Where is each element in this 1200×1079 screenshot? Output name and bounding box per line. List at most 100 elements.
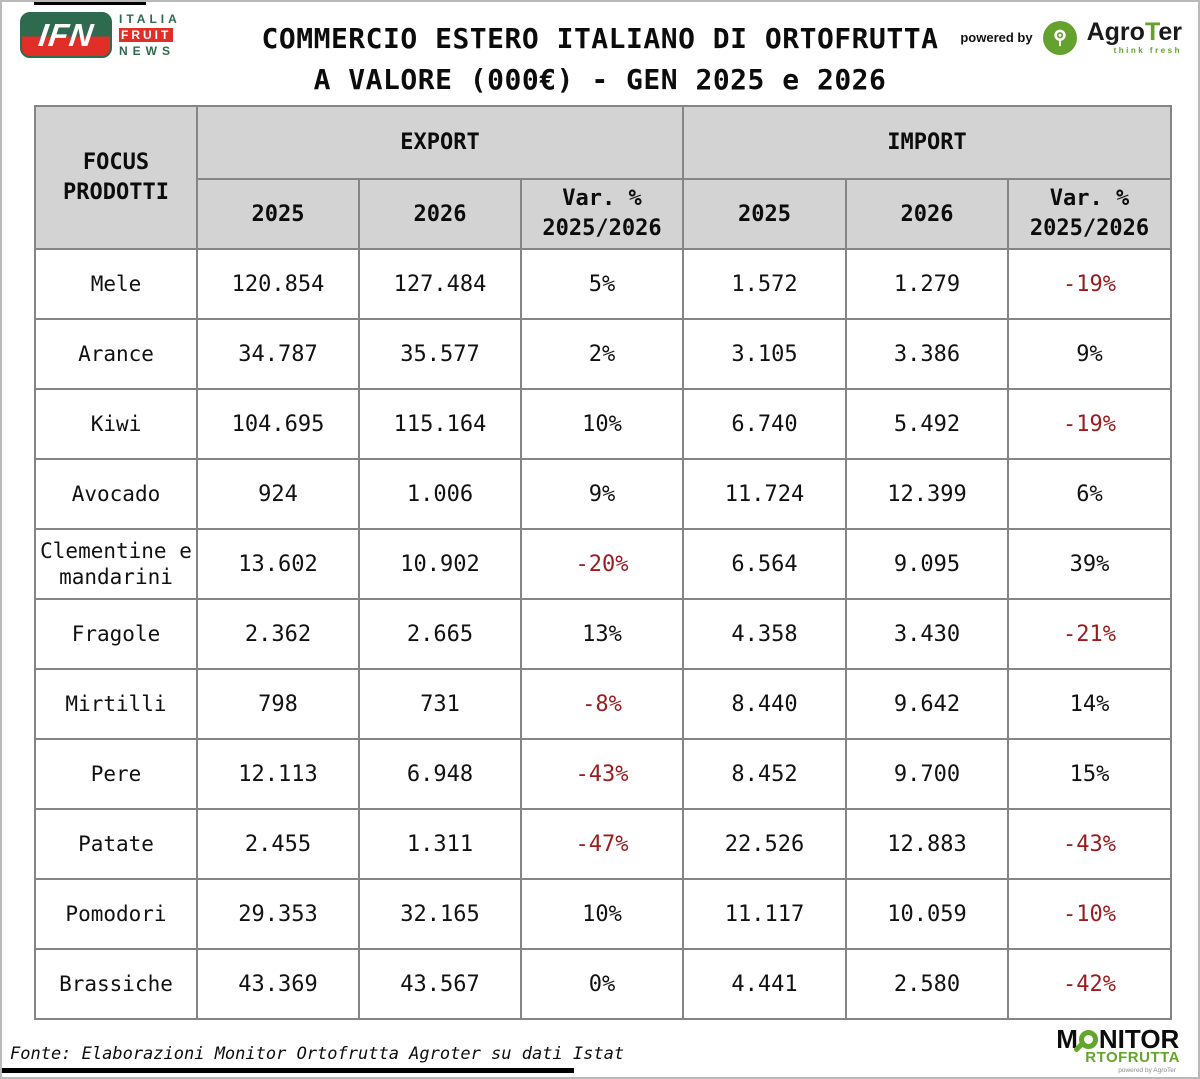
- table-row: Fragole 2.362 2.665 13% 4.358 3.430 -21%: [34, 598, 1173, 670]
- source-note: Fonte: Elaborazioni Monitor Ortofrutta A…: [10, 1044, 625, 1064]
- value-cell: -8%: [519, 668, 685, 740]
- table-row: Clementine e mandarini 13.602 10.902 -20…: [34, 528, 1173, 600]
- group-header-row: FOCUS PRODOTTI EXPORT IMPORT: [34, 105, 1173, 250]
- table-row: Brassiche 43.369 43.567 0% 4.441 2.580 -…: [34, 948, 1173, 1020]
- monitor-line2: RTOFRUTTA: [1085, 1049, 1180, 1066]
- value-cell: 731: [358, 668, 522, 740]
- value-cell: 14%: [1007, 668, 1173, 740]
- product-cell: Kiwi: [34, 388, 198, 460]
- value-cell: 3.105: [682, 318, 848, 390]
- value-cell: -43%: [519, 738, 685, 810]
- monitor-powered-by: powered by AgroTer: [1118, 1067, 1177, 1074]
- product-cell: Avocado: [34, 458, 198, 530]
- title-line-1: COMMERCIO ESTERO ITALIANO DI ORTOFRUTTA: [261, 22, 939, 55]
- value-cell: 10.902: [358, 528, 522, 600]
- agroter-tree-icon: [1042, 20, 1077, 55]
- product-cell: Mirtilli: [34, 668, 198, 740]
- ifn-italia-label: ITALIA: [119, 12, 181, 26]
- value-cell: 8.440: [682, 668, 848, 740]
- agroter-name-part3: er: [1158, 18, 1182, 46]
- monitor-line1-pre: M: [1056, 1024, 1078, 1054]
- product-cell: Brassiche: [34, 948, 198, 1020]
- page-title: COMMERCIO ESTERO ITALIANO DI ORTOFRUTTA …: [172, 18, 1028, 100]
- value-cell: 6.948: [358, 738, 522, 810]
- value-cell: 9.095: [845, 528, 1010, 600]
- table-row: Patate 2.455 1.311 -47% 22.526 12.883 -4…: [34, 808, 1173, 880]
- ifn-badge: IFN: [20, 12, 112, 58]
- sub-header-row: 2025 2026 Var. % 2025/2026 2025 2026 Var…: [35, 178, 1173, 250]
- value-cell: 10%: [519, 388, 685, 460]
- product-cell: Patate: [34, 808, 198, 880]
- value-cell: 1.572: [682, 248, 848, 320]
- table-row: Avocado 924 1.006 9% 11.724 12.399 6%: [34, 458, 1173, 530]
- product-cell: Pere: [34, 738, 198, 810]
- table-row: Mele 120.854 127.484 5% 1.572 1.279 -19%: [34, 248, 1173, 320]
- value-cell: 10%: [519, 878, 685, 950]
- value-cell: 6%: [1007, 458, 1173, 530]
- ifn-wordmark: ITALIA FRUIT NEWS: [119, 12, 181, 58]
- value-cell: 1.006: [358, 458, 522, 530]
- export-2026-header: 2026: [358, 178, 522, 250]
- ifn-fruit-label: FRUIT: [119, 28, 174, 42]
- product-cell: Clementine e mandarini: [34, 528, 198, 600]
- value-cell: -19%: [1007, 388, 1173, 460]
- value-cell: -42%: [1007, 948, 1173, 1020]
- value-cell: -43%: [1007, 808, 1173, 880]
- value-cell: 9.700: [845, 738, 1010, 810]
- value-cell: 115.164: [358, 388, 522, 460]
- value-cell: 2.580: [845, 948, 1010, 1020]
- value-cell: 3.430: [845, 598, 1010, 670]
- value-cell: 5.492: [845, 388, 1010, 460]
- value-cell: 9%: [519, 458, 685, 530]
- value-cell: 10.059: [845, 878, 1010, 950]
- value-cell: 39%: [1007, 528, 1173, 600]
- value-cell: 32.165: [358, 878, 522, 950]
- value-cell: -19%: [1007, 248, 1173, 320]
- value-cell: 0%: [519, 948, 685, 1020]
- value-cell: 6.740: [682, 388, 848, 460]
- value-cell: 12.399: [845, 458, 1010, 530]
- value-cell: 924: [196, 458, 360, 530]
- table-row: Mirtilli 798 731 -8% 8.440 9.642 14%: [34, 668, 1173, 740]
- import-2025-header: 2025: [682, 178, 848, 250]
- value-cell: 35.577: [358, 318, 522, 390]
- powered-by-label: powered by: [960, 30, 1033, 45]
- value-cell: 9.642: [845, 668, 1010, 740]
- value-cell: 6.564: [682, 528, 848, 600]
- value-cell: 43.369: [196, 948, 360, 1020]
- ifn-logo: IFN ITALIA FRUIT NEWS: [20, 12, 181, 58]
- trade-table: FOCUS PRODOTTI EXPORT IMPORT 2025 2026 V…: [34, 105, 1173, 1020]
- agroter-name-part2: T: [1144, 18, 1159, 46]
- product-cell: Fragole: [34, 598, 198, 670]
- value-cell: 4.441: [682, 948, 848, 1020]
- value-cell: 29.353: [196, 878, 360, 950]
- table-row: Pomodori 29.353 32.165 10% 11.117 10.059…: [34, 878, 1173, 950]
- value-cell: 8.452: [682, 738, 848, 810]
- product-cell: Pomodori: [34, 878, 198, 950]
- value-cell: -21%: [1007, 598, 1173, 670]
- value-cell: -10%: [1007, 878, 1173, 950]
- value-cell: 22.526: [682, 808, 848, 880]
- value-cell: 798: [196, 668, 360, 740]
- value-cell: 43.567: [358, 948, 522, 1020]
- value-cell: 3.386: [845, 318, 1010, 390]
- value-cell: 5%: [519, 248, 685, 320]
- ifn-news-label: NEWS: [119, 44, 175, 58]
- agroter-tagline: think fresh: [1113, 46, 1182, 55]
- value-cell: 9%: [1007, 318, 1173, 390]
- value-cell: 13.602: [196, 528, 360, 600]
- import-2026-header: 2026: [845, 178, 1010, 250]
- value-cell: 11.724: [682, 458, 848, 530]
- value-cell: 1.279: [845, 248, 1010, 320]
- ifn-acronym: IFN: [36, 16, 96, 53]
- product-cell: Arance: [34, 318, 198, 390]
- export-var-header: Var. % 2025/2026: [519, 178, 685, 250]
- monitor-line1-post: NITOR: [1098, 1024, 1180, 1054]
- value-cell: 12.113: [196, 738, 360, 810]
- value-cell: 13%: [519, 598, 685, 670]
- value-cell: 104.695: [196, 388, 360, 460]
- value-cell: 12.883: [845, 808, 1010, 880]
- value-cell: 2.455: [196, 808, 360, 880]
- value-cell: 15%: [1007, 738, 1173, 810]
